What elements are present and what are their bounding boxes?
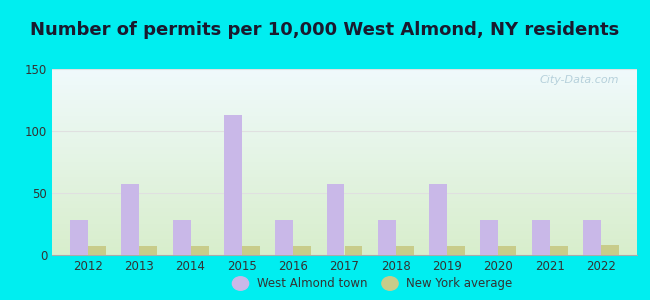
Bar — [224, 115, 242, 255]
Bar — [583, 220, 601, 255]
Bar — [242, 246, 260, 255]
Bar — [480, 220, 499, 255]
Bar — [344, 246, 363, 255]
Bar — [190, 246, 209, 255]
Bar — [326, 184, 344, 255]
Text: City-Data.com: City-Data.com — [540, 75, 619, 85]
Text: New York average: New York average — [406, 277, 512, 290]
Bar — [88, 246, 106, 255]
Bar — [396, 246, 414, 255]
Bar — [70, 220, 88, 255]
Bar — [293, 246, 311, 255]
Bar — [601, 245, 619, 255]
Bar — [499, 246, 516, 255]
Bar — [378, 220, 396, 255]
Bar — [139, 246, 157, 255]
Bar — [173, 220, 190, 255]
Bar — [122, 184, 139, 255]
Text: Number of permits per 10,000 West Almond, NY residents: Number of permits per 10,000 West Almond… — [31, 21, 619, 39]
Bar — [550, 246, 567, 255]
Bar — [275, 220, 293, 255]
Bar — [532, 220, 550, 255]
Text: West Almond town: West Almond town — [257, 277, 367, 290]
Bar — [429, 184, 447, 255]
Bar — [447, 246, 465, 255]
